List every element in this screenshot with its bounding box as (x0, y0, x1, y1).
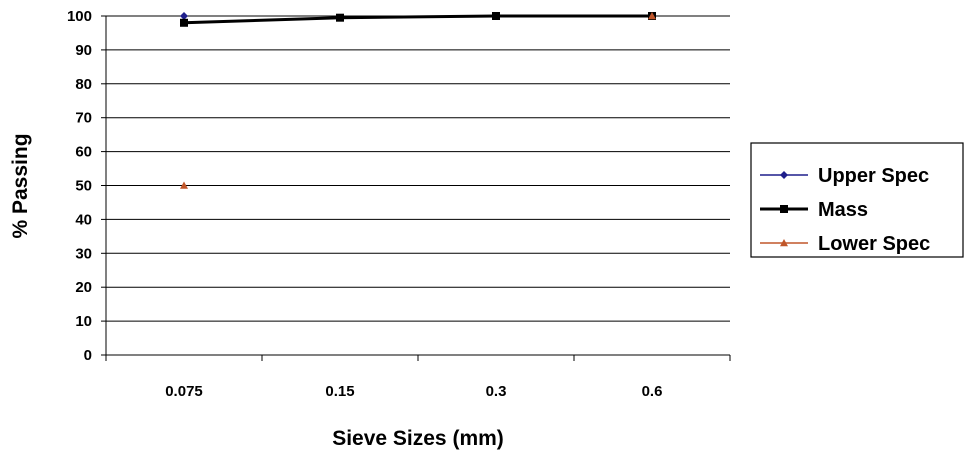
series-lower-spec (180, 12, 656, 189)
legend-label: Lower Spec (818, 233, 930, 255)
y-tick-label: 10 (75, 313, 92, 330)
legend-label: Upper Spec (818, 165, 929, 187)
data-point (180, 18, 188, 27)
axes (101, 15, 731, 361)
y-tick-label: 100 (67, 8, 92, 25)
data-point (648, 12, 656, 20)
data-point (780, 171, 788, 179)
data-point (780, 205, 788, 213)
y-tick-label: 60 (75, 144, 92, 161)
y-tick-label: 20 (75, 279, 92, 296)
data-point (336, 13, 344, 22)
legend: Upper Spec Mass Lower Spec (750, 142, 964, 258)
data-point (180, 181, 188, 189)
x-tick-label: 0.3 (486, 383, 507, 400)
y-axis-title: % Passing (9, 133, 32, 238)
x-axis-title: Sieve Sizes (mm) (332, 427, 504, 450)
series-line (339, 14, 497, 20)
grid-lines (106, 15, 730, 322)
legend-label: Mass (818, 199, 868, 221)
series-mass (180, 12, 656, 27)
series-line (183, 16, 341, 25)
legend-item: Lower Spec (760, 233, 930, 255)
y-tick-label: 30 (75, 245, 92, 262)
legend-box (750, 142, 964, 258)
y-tick-label: 40 (75, 211, 92, 228)
y-tick-label: 50 (75, 178, 92, 195)
y-tick-label: 90 (75, 42, 92, 59)
data-point (180, 12, 188, 20)
y-tick-labels: 0 10 20 30 40 50 60 70 80 90 100 (67, 8, 92, 364)
x-tick-label: 0.6 (642, 383, 663, 400)
series-layer (180, 12, 656, 189)
x-tick-label: 0.15 (325, 383, 354, 400)
y-tick-label: 80 (75, 76, 92, 93)
x-tick-labels: 0.075 0.15 0.3 0.6 (165, 383, 662, 400)
legend-item: Upper Spec (760, 165, 929, 187)
data-point (780, 239, 788, 247)
y-tick-label: 70 (75, 110, 92, 127)
data-point (492, 12, 500, 20)
legend-item: Mass (760, 199, 868, 221)
y-tick-label: 0 (84, 347, 92, 364)
x-tick-label: 0.075 (165, 383, 203, 400)
